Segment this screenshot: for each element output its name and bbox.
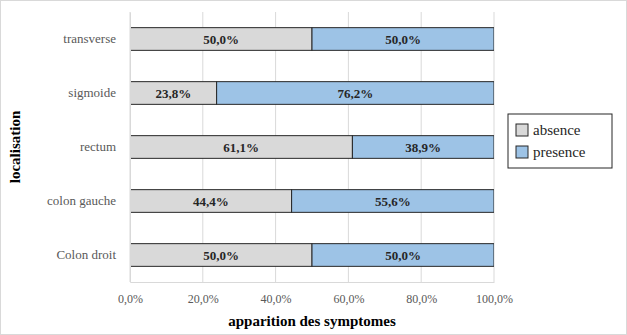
data-label: 50,0% [385,32,421,47]
data-label: 50,0% [385,248,421,263]
data-label: 50,0% [203,32,239,47]
y-tick-label: sigmoide [68,85,116,100]
y-axis: Colon droit colon gauche rectum sigmoide tra… [47,13,130,283]
x-tick-label: 80,0% [406,292,437,306]
grid-line [130,12,131,282]
bar [130,82,217,105]
x-tick: 40,0% [261,282,292,306]
bar [130,244,312,267]
y-tick-label: Colon droit [56,247,116,262]
bars [130,28,494,267]
x-tick: 20,0% [188,282,219,306]
legend: absence presence [508,114,612,168]
grid [130,12,494,282]
y-tick-label: colon gauche [47,193,116,208]
data-label: 38,9% [405,140,441,155]
x-tick: 60,0% [333,282,364,306]
y-tick: transverse [63,31,130,46]
y-tick-label: transverse [63,31,116,46]
y-tick: sigmoide [68,85,130,100]
x-tick-label: 0,0% [118,292,143,306]
y-axis-title: localisation [7,110,23,183]
y-tick-label: rectum [80,139,116,154]
bar [130,136,352,159]
bar [292,190,494,213]
y-axis-line [130,13,131,283]
data-label: 44,4% [193,194,229,209]
data-label: 61,1% [223,140,259,155]
legend-label: presence [533,144,586,160]
x-tick: 0,0% [118,282,143,306]
data-label: 50,0% [203,248,239,263]
legend-swatch [516,146,528,158]
data-label: 76,2% [337,86,373,101]
bar [130,190,292,213]
legend-label: absence [533,122,581,138]
chart: 50,0% 44,4% 61,1% 23,8% 50,0% 50,0% 55,6% 38,9%… [0,0,627,335]
bar [312,28,494,51]
y-tick: rectum [80,139,130,154]
x-tick: 80,0% [406,282,437,306]
x-axis-line [131,282,495,283]
data-label: 23,8% [155,86,191,101]
x-tick-label: 60,0% [333,292,364,306]
bar [352,136,494,159]
x-axis-title: apparition des symptomes [228,313,396,329]
data-labels: 50,0% 44,4% 61,1% 23,8% 50,0% 50,0% 55,6% 38,9%… [155,32,441,263]
x-tick-label: 100,0% [476,292,513,306]
x-axis: 0,0% 20,0% 40,0% 60,0% 80,0% 100,0% [118,282,513,306]
bar [130,28,312,51]
data-label: 55,6% [375,194,411,209]
y-tick: colon gauche [47,193,130,208]
x-tick-label: 20,0% [188,292,219,306]
legend-swatch [516,124,528,136]
bar [312,244,494,267]
y-tick: Colon droit [56,247,130,262]
legend-box [508,114,612,168]
x-tick-label: 40,0% [261,292,292,306]
bar [217,82,494,105]
chart-frame [1,1,627,335]
x-tick: 100,0% [476,282,513,306]
